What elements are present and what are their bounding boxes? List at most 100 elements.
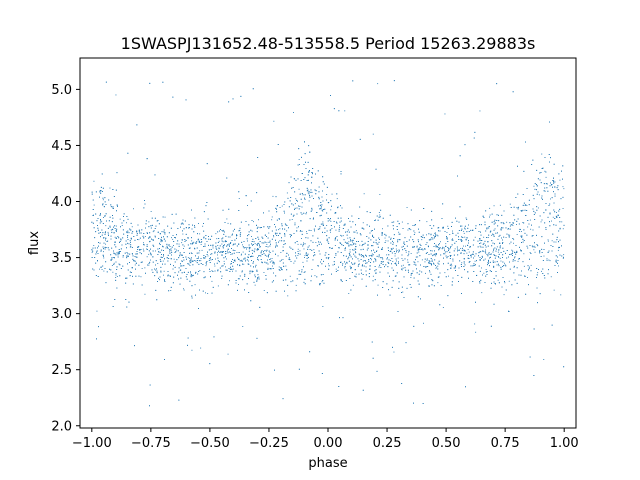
data-point [460, 252, 462, 254]
data-point [174, 248, 176, 250]
data-point [147, 233, 148, 234]
data-point [368, 260, 370, 262]
data-point [362, 264, 363, 266]
data-point [399, 239, 401, 241]
data-point [354, 231, 356, 233]
data-point [312, 168, 314, 169]
data-point [178, 278, 179, 280]
data-point [495, 283, 496, 285]
data-point [202, 264, 204, 265]
data-point [150, 227, 152, 229]
data-point [252, 255, 254, 257]
data-point [231, 234, 233, 236]
data-point [474, 236, 476, 238]
data-point [537, 191, 539, 193]
data-point [115, 189, 117, 191]
data-point [489, 216, 490, 218]
data-point [227, 248, 229, 250]
data-point [497, 256, 499, 257]
data-point [232, 98, 234, 100]
data-point [179, 255, 181, 257]
data-point [489, 270, 491, 272]
data-point [238, 191, 240, 193]
data-point [162, 216, 164, 218]
data-point [239, 235, 241, 237]
data-point [137, 246, 139, 248]
data-point [375, 259, 377, 261]
data-point [418, 248, 420, 250]
data-point [516, 207, 518, 209]
data-point [473, 264, 475, 266]
data-point [219, 252, 221, 253]
data-point [139, 237, 141, 239]
data-point [168, 232, 170, 234]
data-point [192, 260, 194, 262]
data-point [388, 254, 390, 256]
data-point [456, 220, 458, 222]
data-point [355, 273, 357, 275]
data-point [448, 275, 449, 277]
data-point [544, 170, 546, 172]
data-point [252, 262, 254, 264]
data-point [221, 255, 223, 256]
data-point [305, 213, 307, 215]
data-point [178, 271, 180, 273]
data-point [446, 238, 448, 240]
data-point [494, 228, 496, 230]
data-point [141, 253, 142, 255]
data-point [181, 242, 183, 244]
data-point [148, 253, 150, 255]
data-point [331, 193, 333, 195]
data-point [473, 263, 475, 264]
data-point [183, 252, 185, 253]
data-point [257, 236, 259, 238]
data-point [275, 246, 276, 248]
data-point [218, 238, 220, 239]
data-point [319, 241, 321, 243]
data-point [265, 278, 267, 280]
data-point [104, 248, 106, 250]
data-point [110, 206, 112, 208]
data-point [278, 229, 279, 231]
data-point [513, 214, 515, 216]
data-point [379, 254, 380, 256]
data-point [466, 252, 468, 254]
data-point [219, 245, 221, 247]
data-point [282, 259, 284, 260]
data-point [516, 250, 518, 252]
data-point [230, 266, 231, 268]
data-point [298, 188, 300, 190]
data-point [444, 113, 446, 115]
data-point [431, 219, 433, 221]
data-point [372, 133, 374, 135]
data-point [174, 252, 176, 253]
data-point [187, 244, 189, 246]
data-point [276, 219, 278, 221]
data-point [290, 176, 292, 178]
data-point [121, 225, 123, 226]
data-point [326, 199, 327, 201]
data-point [358, 260, 360, 262]
data-point [113, 196, 115, 197]
data-point [191, 209, 192, 211]
data-point [256, 337, 258, 339]
data-point [185, 99, 187, 101]
data-point [110, 235, 112, 237]
data-point [460, 239, 462, 240]
data-point [276, 205, 278, 207]
data-point [318, 205, 319, 207]
data-point [110, 269, 112, 271]
data-point [315, 193, 317, 195]
data-point [128, 243, 130, 245]
data-point [558, 173, 560, 175]
data-point [254, 243, 256, 245]
data-point [338, 266, 339, 268]
data-point [91, 193, 93, 195]
data-point [542, 273, 544, 274]
data-point [471, 254, 472, 256]
data-point [235, 280, 237, 281]
data-point [303, 248, 305, 250]
data-point [253, 281, 255, 283]
data-point [555, 224, 557, 226]
data-point [479, 257, 481, 258]
